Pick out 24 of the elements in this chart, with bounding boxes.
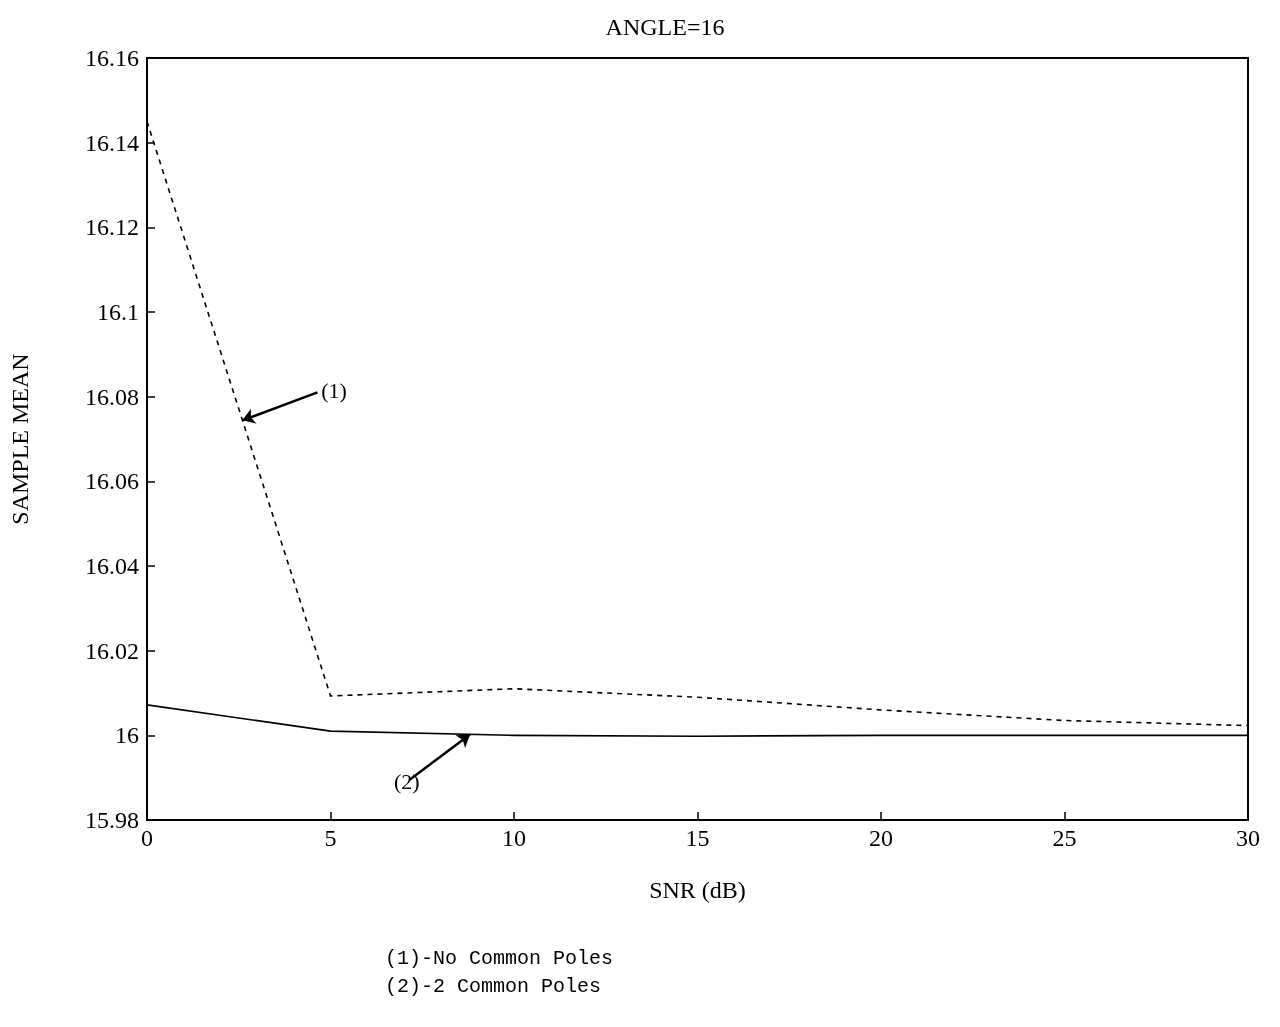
text: (1)-No Common Poles (385, 946, 614, 970)
x-tick-label: 20 (869, 825, 893, 851)
x-tick-label: 25 (1052, 825, 1077, 851)
x-tick-label: 5 (324, 825, 337, 851)
y-tick-label: 16.1 (97, 299, 139, 325)
y-tick-label: 16.06 (85, 468, 139, 495)
y-tick-label: 16 (115, 722, 139, 749)
x-tick-label: 15 (685, 825, 710, 851)
x-tick-label: 0 (141, 825, 153, 851)
y-tick-label: 16.08 (85, 383, 139, 410)
x-axis-title: SNR (dB) (649, 877, 746, 903)
annotation: (2) (393, 769, 420, 795)
y-axis-title: SAMPLE MEAN (7, 353, 33, 525)
x-tick-label: 10 (502, 825, 526, 851)
annotation: (1) (321, 378, 347, 404)
y-tick-label: 16.02 (85, 637, 139, 664)
y-tick-label: 16.14 (85, 129, 139, 156)
y-tick-label: 15.98 (85, 807, 139, 833)
y-tick-label: 16.04 (85, 553, 139, 579)
chart-title: ANGLE=16 (605, 14, 725, 40)
y-tick-label: 16.16 (85, 45, 139, 71)
x-tick-label: 30 (1236, 825, 1260, 851)
text: (2)-2 Common Poles (385, 974, 602, 998)
y-tick-label: 16.12 (85, 214, 139, 241)
